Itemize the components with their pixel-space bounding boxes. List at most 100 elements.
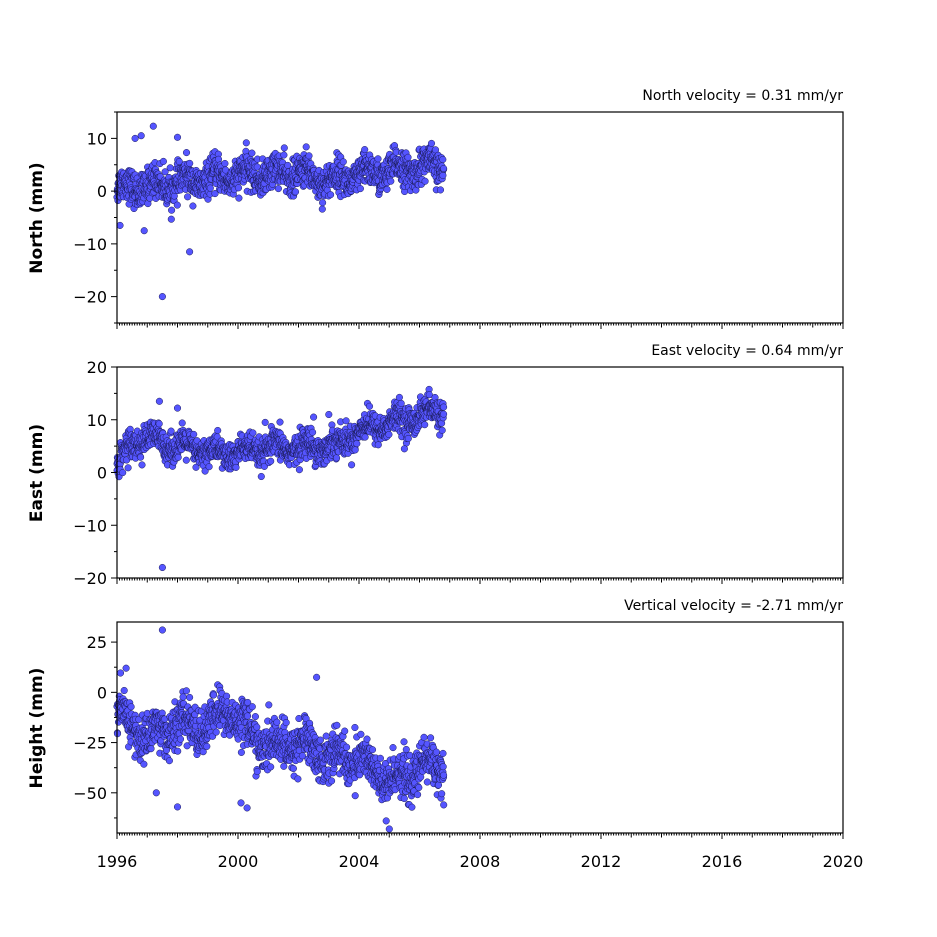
data-point xyxy=(166,164,174,172)
outlier-point xyxy=(116,221,124,229)
data-point xyxy=(434,781,443,789)
data-point xyxy=(276,418,284,426)
data-point xyxy=(397,399,405,407)
data-point xyxy=(294,775,302,783)
data-point xyxy=(439,171,447,179)
data-point xyxy=(232,463,240,471)
outlier-point xyxy=(158,626,166,634)
data-point xyxy=(440,771,448,779)
panel-east: East velocity = 0.64 mm/yr −20 −10 0 10 20 E… xyxy=(27,343,844,588)
panel-north: North velocity = 0.31 mm/yr −20 −10 0 10 No… xyxy=(27,88,844,329)
data-point xyxy=(332,454,341,462)
data-point xyxy=(305,152,313,160)
height-dots xyxy=(113,626,448,833)
data-point xyxy=(173,201,181,209)
data-point xyxy=(274,185,282,193)
y-tick-label: −25 xyxy=(73,734,107,753)
data-point xyxy=(205,463,213,471)
data-point xyxy=(212,728,220,736)
data-point xyxy=(127,703,135,711)
data-point xyxy=(427,734,435,742)
data-point xyxy=(159,157,167,165)
data-point xyxy=(341,727,349,735)
data-point xyxy=(267,457,275,465)
north-y-ticks: −20 −10 0 10 xyxy=(73,111,117,324)
data-point xyxy=(265,701,273,709)
data-point xyxy=(357,730,365,738)
data-point xyxy=(374,155,382,163)
data-point xyxy=(186,693,194,701)
data-point xyxy=(387,177,395,185)
height-y-ticks: −50 −25 0 25 xyxy=(73,633,117,819)
data-point xyxy=(439,155,447,164)
north-x-ticks xyxy=(116,323,844,329)
outlier-point xyxy=(400,445,408,453)
data-point xyxy=(356,185,364,193)
data-point xyxy=(211,190,219,198)
data-point xyxy=(119,469,127,477)
data-point xyxy=(316,736,324,744)
north-dots xyxy=(113,122,448,301)
east-x-ticks xyxy=(116,578,844,584)
outlier-point xyxy=(149,122,157,130)
data-point xyxy=(318,205,326,213)
data-point xyxy=(168,206,176,214)
outlier-point xyxy=(382,817,390,825)
data-point xyxy=(289,764,297,773)
data-point xyxy=(438,426,446,434)
data-point xyxy=(242,139,250,147)
data-point xyxy=(361,433,369,441)
north-ylabel: North (mm) xyxy=(27,162,47,273)
outlier-point xyxy=(155,397,163,405)
data-point xyxy=(234,184,243,192)
y-tick-label: 10 xyxy=(87,411,107,430)
outlier-point xyxy=(131,134,139,142)
data-point xyxy=(182,687,190,695)
data-point xyxy=(383,185,391,193)
data-point xyxy=(440,403,448,411)
data-point xyxy=(421,177,429,185)
data-point xyxy=(206,184,214,192)
outlier-point xyxy=(243,804,251,812)
data-point xyxy=(400,738,408,746)
data-point xyxy=(376,754,384,762)
data-point xyxy=(423,778,431,786)
outlier-point xyxy=(122,664,130,672)
data-point xyxy=(174,453,182,461)
east-axes-frame xyxy=(116,366,844,579)
data-point xyxy=(280,762,288,770)
outlier-point xyxy=(261,418,269,426)
data-point xyxy=(176,735,185,743)
data-point xyxy=(253,767,261,776)
data-point xyxy=(374,441,382,449)
data-point xyxy=(178,419,186,427)
east-ylabel: East (mm) xyxy=(27,424,47,522)
height-panel-title: Vertical velocity = -2.71 mm/yr xyxy=(624,598,843,614)
y-tick-label: 0 xyxy=(97,182,107,201)
data-point xyxy=(327,191,335,199)
outlier-point xyxy=(137,132,145,140)
data-point xyxy=(184,193,192,201)
outlier-point xyxy=(152,789,160,797)
data-point xyxy=(182,456,190,464)
data-point xyxy=(175,158,183,166)
data-point xyxy=(440,164,448,173)
outlier-point xyxy=(140,227,148,235)
data-point xyxy=(165,757,173,765)
data-point xyxy=(353,440,361,448)
data-point xyxy=(351,723,359,732)
data-point xyxy=(124,464,132,472)
outlier-point xyxy=(158,563,166,572)
data-point xyxy=(351,446,359,454)
data-point xyxy=(420,733,428,741)
data-point xyxy=(415,784,423,792)
data-point xyxy=(282,719,290,727)
data-point xyxy=(427,139,436,147)
data-point xyxy=(295,466,303,474)
data-point xyxy=(439,749,447,757)
data-point xyxy=(273,718,281,726)
data-point xyxy=(147,745,155,753)
data-point xyxy=(280,151,288,159)
data-point xyxy=(404,434,412,443)
data-point xyxy=(244,712,252,720)
